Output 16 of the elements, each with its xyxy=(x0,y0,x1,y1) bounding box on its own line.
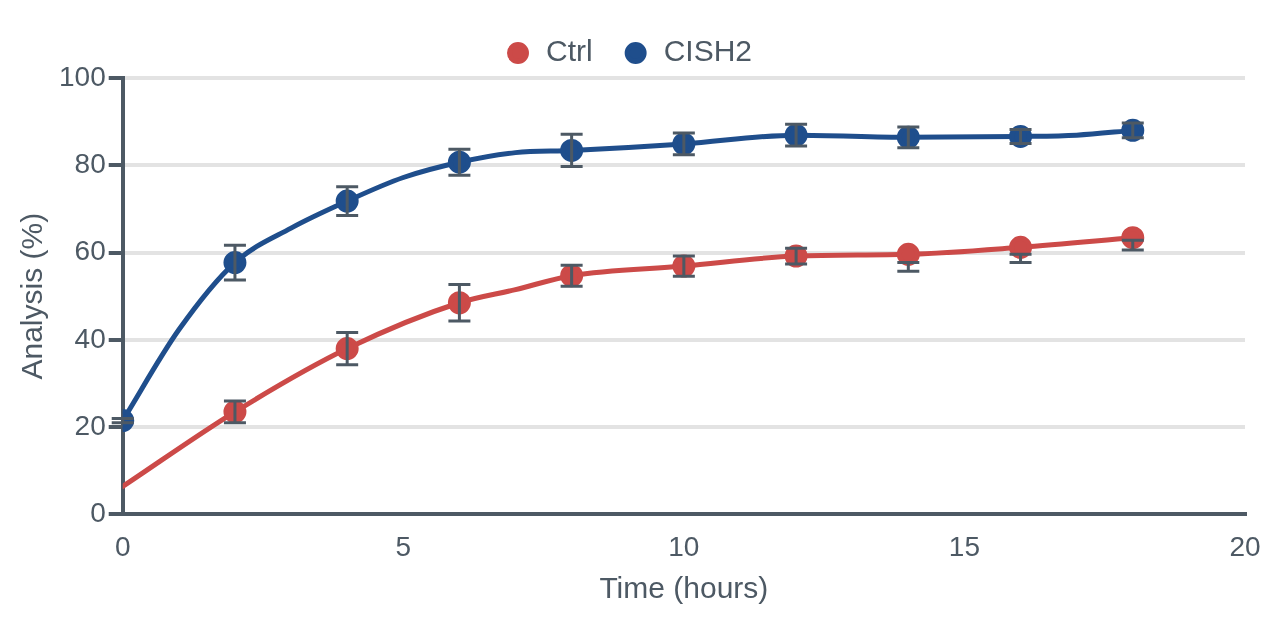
x-tick-label: 20 xyxy=(1229,530,1261,562)
y-tick-label: 0 xyxy=(90,497,106,529)
point xyxy=(896,242,920,266)
legend-label: CISH2 xyxy=(663,34,753,68)
y-tick-label: 20 xyxy=(74,409,106,441)
x-axis-title: Time (hours) xyxy=(599,571,769,605)
y-tick-label: 40 xyxy=(74,322,106,354)
x-tick-label: 15 xyxy=(948,530,981,562)
y-tick-label: 100 xyxy=(59,60,106,92)
y-tick-label: 60 xyxy=(74,235,106,267)
x-tick-label: 0 xyxy=(114,530,131,562)
legend-label: Ctrl xyxy=(545,34,593,68)
x-tick-label: 5 xyxy=(395,530,412,562)
y-axis-title: Analysis (%) xyxy=(15,212,49,380)
y-tick-label: 80 xyxy=(74,148,106,179)
x-tick-label: 10 xyxy=(668,530,700,562)
